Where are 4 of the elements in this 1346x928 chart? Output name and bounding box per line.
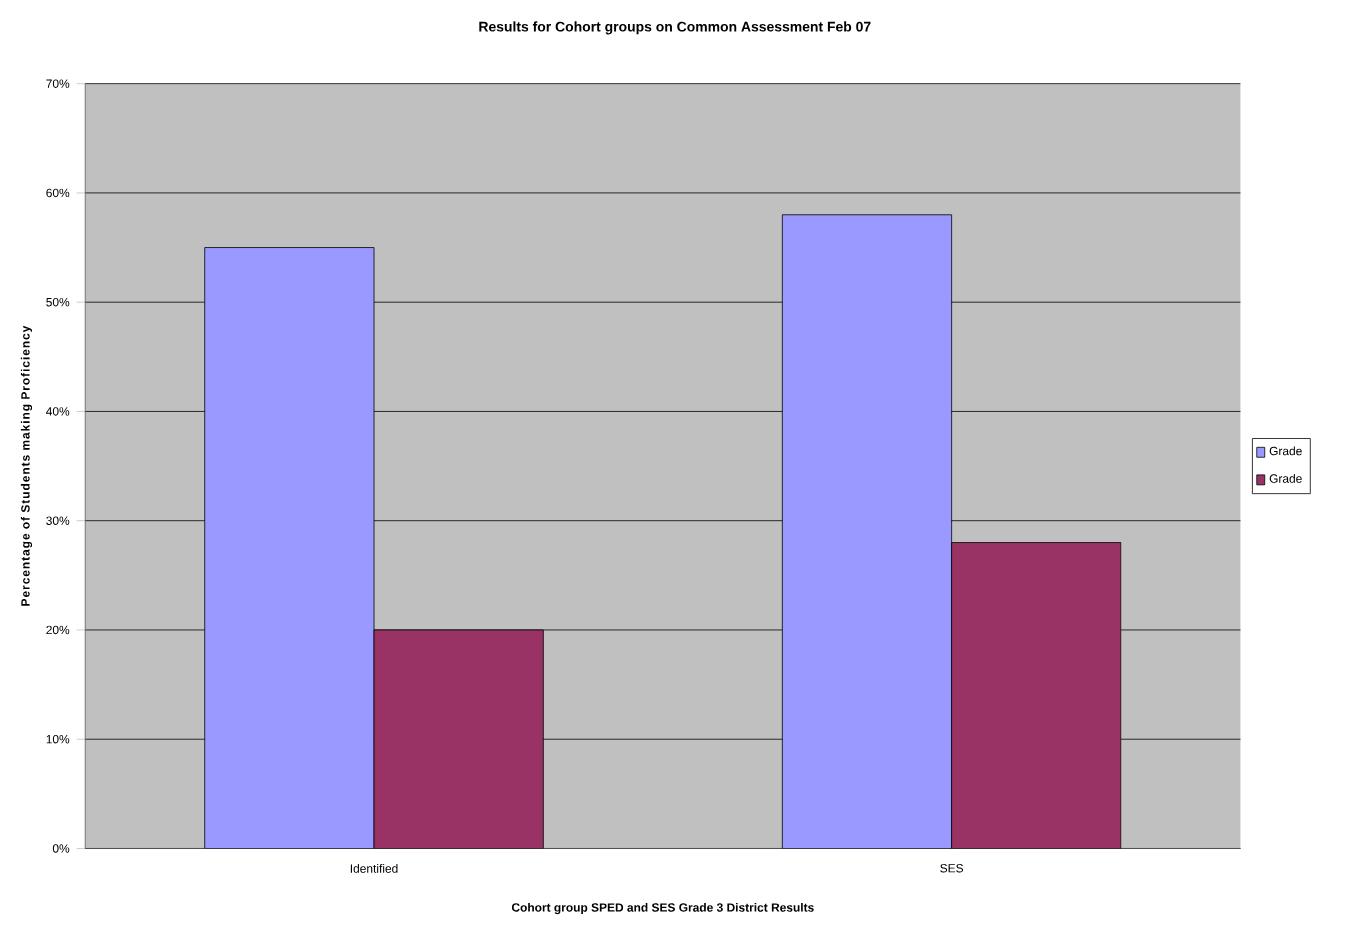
bar: [373, 629, 544, 849]
bar: [781, 214, 953, 849]
bar: [204, 247, 375, 849]
bar: [951, 542, 1122, 849]
